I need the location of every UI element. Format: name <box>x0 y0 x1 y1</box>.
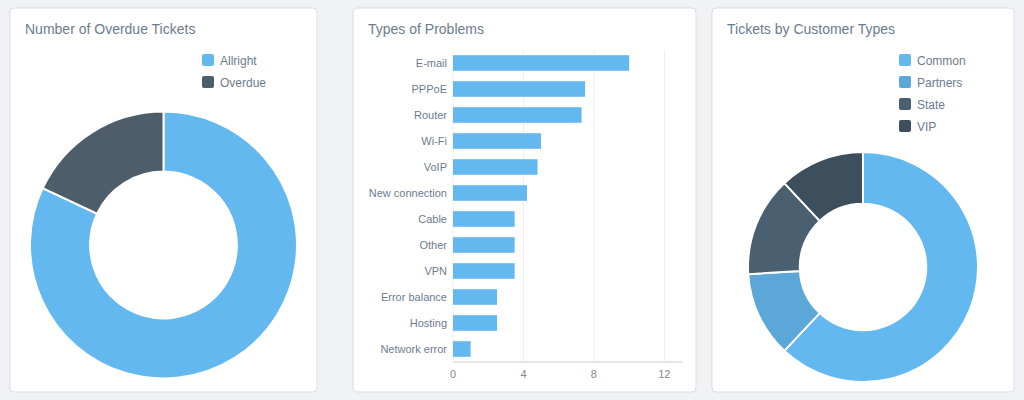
bar <box>453 211 515 227</box>
donut-panel: Tickets by Customer Types Common Partners S… <box>712 8 1014 392</box>
x-axis: 0 4 8 12 <box>450 50 682 380</box>
legend-label: VIP <box>917 120 936 134</box>
legend-label: Partners <box>917 76 962 90</box>
donut-slice <box>784 152 978 382</box>
y-axis: E-mail PPPoE Router Wi-Fi VoIP New connection… <box>369 57 448 355</box>
legend-swatch <box>899 120 911 132</box>
category-label: VPN <box>424 265 447 277</box>
legend-swatch <box>202 76 214 88</box>
donut <box>30 112 297 379</box>
bar <box>453 107 582 123</box>
axis-line <box>453 362 682 363</box>
dashboard: Number of Overdue Tickets Allright Overdue… <box>0 0 1024 400</box>
category-label: Network error <box>380 343 447 355</box>
legend-swatch <box>899 54 911 66</box>
tick-label: 12 <box>658 368 670 380</box>
panel <box>353 8 696 392</box>
donut <box>748 152 978 382</box>
bar <box>453 289 497 305</box>
bar <box>453 315 497 331</box>
grid-line <box>593 50 594 362</box>
legend-label: Overdue <box>220 76 266 90</box>
category-label: PPPoE <box>412 83 447 95</box>
bar-panel: Types of Problems 0 4 8 12 E-mail PPPoE Router W… <box>353 8 696 392</box>
category-label: Wi-Fi <box>421 135 447 147</box>
chart-canvas: Number of Overdue Tickets Allright Overdue… <box>0 0 1024 400</box>
donut-slice <box>30 112 297 379</box>
bar <box>453 55 629 71</box>
tick-label: 8 <box>591 368 597 380</box>
category-label: New connection <box>369 187 447 199</box>
bar <box>453 263 515 279</box>
bar <box>453 133 541 149</box>
panel <box>10 8 317 392</box>
chart-title: Tickets by Customer Types <box>727 21 895 37</box>
donut-slice <box>43 112 164 214</box>
bar <box>453 237 515 253</box>
legend-swatch <box>202 54 214 66</box>
category-label: Error balance <box>381 291 447 303</box>
panel <box>712 8 1014 392</box>
category-label: Hosting <box>410 317 447 329</box>
grid-line <box>523 50 524 362</box>
category-label: Cable <box>418 213 447 225</box>
legend-swatch <box>899 98 911 110</box>
legend-label: Allright <box>220 54 257 68</box>
tick-label: 4 <box>520 368 526 380</box>
chart-title: Types of Problems <box>368 21 484 37</box>
bar <box>453 341 471 357</box>
category-label: Other <box>419 239 447 251</box>
donut-panel: Number of Overdue Tickets Allright Overdue <box>10 8 317 392</box>
donut-slice <box>784 152 863 221</box>
category-label: E-mail <box>416 57 447 69</box>
category-label: VoIP <box>424 161 447 173</box>
category-label: Router <box>414 109 447 121</box>
legend: Allright Overdue <box>202 54 266 90</box>
legend-label: Common <box>917 54 966 68</box>
tick-label: 0 <box>450 368 456 380</box>
background <box>0 0 1024 400</box>
bars <box>453 55 629 357</box>
bar <box>453 159 538 175</box>
legend: Common Partners State VIP <box>899 54 966 134</box>
legend-swatch <box>899 76 911 88</box>
bar <box>453 81 585 97</box>
legend-label: State <box>917 98 945 112</box>
bar <box>453 185 527 201</box>
grid-line <box>664 50 665 362</box>
chart-title: Number of Overdue Tickets <box>25 21 195 37</box>
donut-slice <box>748 271 819 351</box>
